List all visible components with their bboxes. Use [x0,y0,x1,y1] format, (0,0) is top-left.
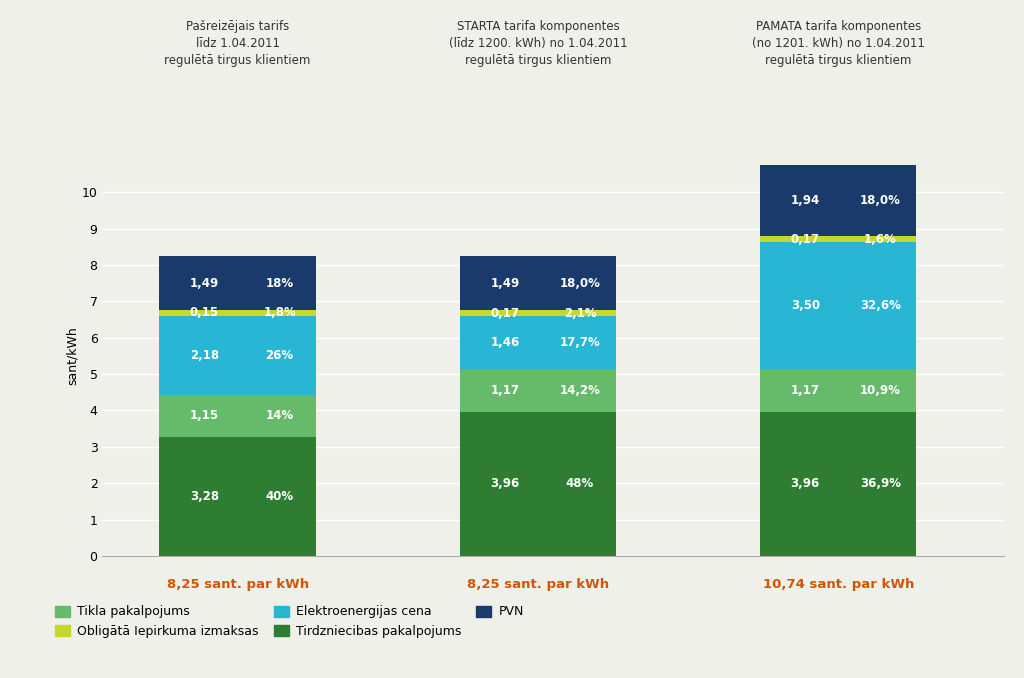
Text: 1,15: 1,15 [190,410,219,422]
Bar [460,310,616,317]
Text: 14,2%: 14,2% [559,384,600,397]
Bar [160,315,315,395]
Text: 1,49: 1,49 [189,277,219,290]
Text: 8,25 sant. par kWh: 8,25 sant. par kWh [467,578,609,591]
Bar [460,256,616,310]
Text: 18,0%: 18,0% [559,277,600,290]
Text: 14%: 14% [265,410,294,422]
Text: 1,8%: 1,8% [263,306,296,319]
Text: 10,9%: 10,9% [860,384,901,397]
Text: 0,17: 0,17 [490,306,519,320]
Bar [160,437,315,556]
Bar [160,395,315,437]
Text: 48%: 48% [566,477,594,490]
Text: 17,7%: 17,7% [560,336,600,349]
Y-axis label: sant/kWh: sant/kWh [66,327,79,385]
Text: 32,6%: 32,6% [860,299,901,313]
Text: Pašreizējais tarifs
līdz 1.04.2011
regulētā tirgus klientiem: Pašreizējais tarifs līdz 1.04.2011 regul… [165,20,310,67]
Bar [760,236,916,242]
Text: STARTA tarifa komponentes
(līdz 1200. kWh) no 1.04.2011
regulētā tirgus klientie: STARTA tarifa komponentes (līdz 1200. kW… [449,20,628,67]
Bar [160,310,315,315]
Text: 0,17: 0,17 [791,233,820,245]
Text: 8,25 sant. par kWh: 8,25 sant. par kWh [167,578,308,591]
Text: PAMATA tarifa komponentes
(no 1201. kWh) no 1.04.2011
regulētā tirgus klientiem: PAMATA tarifa komponentes (no 1201. kWh)… [752,20,925,67]
Text: 26%: 26% [265,348,294,362]
Text: 3,28: 3,28 [190,490,219,503]
Text: 1,46: 1,46 [490,336,519,349]
Bar [460,317,616,370]
Legend: Tikla pakalpojums, Obligātā Iepirkuma izmaksas, Elektroenergijas cena, Tirdzniec: Tikla pakalpojums, Obligātā Iepirkuma iz… [54,605,524,638]
Text: 3,50: 3,50 [791,299,820,313]
Text: 10,74 sant. par kWh: 10,74 sant. par kWh [763,578,914,591]
Bar [460,370,616,412]
Text: 2,18: 2,18 [190,348,219,362]
Text: 2,1%: 2,1% [563,306,596,320]
Text: 1,94: 1,94 [791,194,820,207]
Bar [160,256,315,310]
Bar [760,165,916,236]
Text: 1,17: 1,17 [490,384,519,397]
Text: 40%: 40% [265,490,294,503]
Text: 18,0%: 18,0% [860,194,901,207]
Text: 3,96: 3,96 [791,477,820,490]
Bar [460,412,616,556]
Text: 0,15: 0,15 [190,306,219,319]
Bar [760,370,916,412]
Text: 1,6%: 1,6% [864,233,897,245]
Text: 1,17: 1,17 [791,384,820,397]
Text: 1,49: 1,49 [490,277,519,290]
Text: 3,96: 3,96 [490,477,519,490]
Bar [760,242,916,370]
Text: 36,9%: 36,9% [860,477,901,490]
Text: 18%: 18% [265,277,294,290]
Bar [760,412,916,556]
